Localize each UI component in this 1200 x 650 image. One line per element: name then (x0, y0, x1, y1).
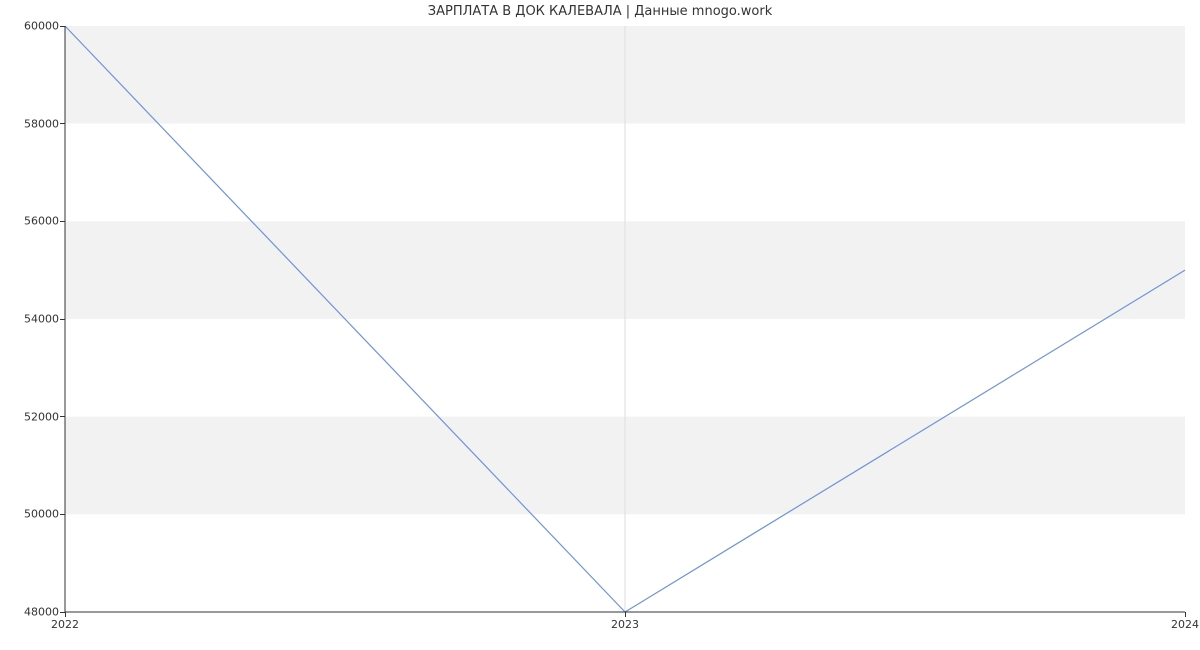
plot-area: 4800050000520005400056000580006000020222… (65, 26, 1185, 612)
y-tick-label: 58000 (24, 117, 65, 130)
y-tick-label: 60000 (24, 20, 65, 33)
y-tick-label: 54000 (24, 313, 65, 326)
y-tick-label: 50000 (24, 508, 65, 521)
x-tick-label: 2022 (51, 612, 79, 631)
chart-title: ЗАРПЛАТА В ДОК КАЛЕВАЛА | Данные mnogo.w… (0, 4, 1200, 19)
y-tick-label: 56000 (24, 215, 65, 228)
x-tick-label: 2023 (611, 612, 639, 631)
salary-line-chart: ЗАРПЛАТА В ДОК КАЛЕВАЛА | Данные mnogo.w… (0, 0, 1200, 650)
x-tick-label: 2024 (1171, 612, 1199, 631)
y-tick-label: 52000 (24, 410, 65, 423)
